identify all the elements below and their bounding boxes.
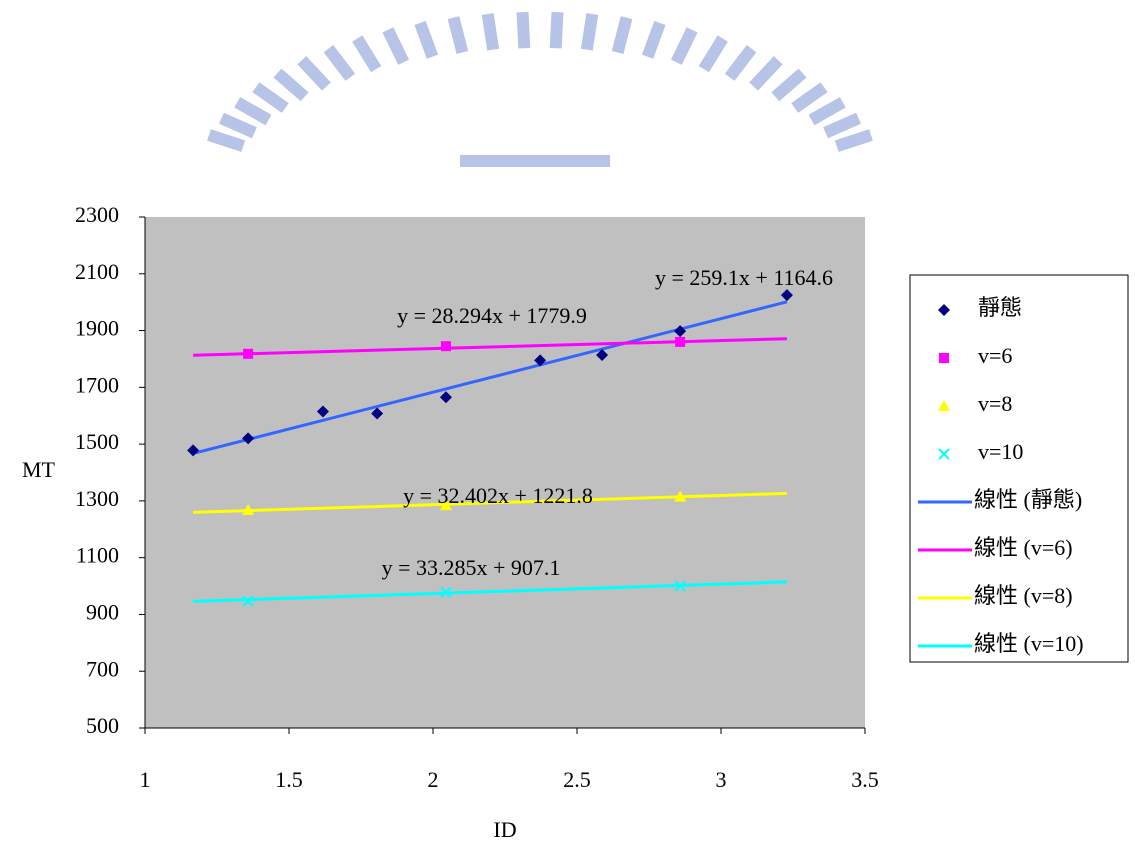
trendline-equation: y = 28.294x + 1779.9	[397, 303, 587, 328]
legend-label: 線性 (v=8)	[974, 583, 1073, 608]
y-tick-label: 900	[86, 599, 119, 624]
trendline-equation: y = 259.1x + 1164.6	[655, 265, 833, 290]
watermark-tick	[297, 56, 330, 90]
legend-label: 靜態	[978, 295, 1022, 320]
watermark-bar	[460, 155, 610, 167]
y-tick-label: 1300	[75, 486, 119, 511]
y-tick-label: 2300	[75, 202, 119, 227]
watermark-tick	[581, 13, 598, 50]
watermark-tick	[725, 45, 756, 81]
chart: MT ID 500 700 900 1100 1300 1500 1700 1900 2100 2…	[0, 0, 1135, 854]
plot-area	[145, 217, 865, 728]
x-axis-label: ID	[493, 817, 516, 842]
watermark-tick	[642, 21, 666, 59]
y-tick-label: 1500	[75, 429, 119, 454]
point	[243, 349, 253, 359]
watermark-tick	[448, 16, 469, 54]
watermark-tick	[749, 56, 782, 90]
watermark-tick	[550, 12, 564, 49]
x-tick-label: 2.5	[563, 767, 591, 792]
y-tick-label: 700	[86, 656, 119, 681]
legend-label: 線性 (靜態)	[974, 487, 1082, 512]
watermark-tick	[382, 27, 409, 65]
watermark-tick	[699, 35, 728, 72]
legend-label: v=10	[978, 439, 1023, 464]
legend-label: 線性 (v=6)	[974, 535, 1073, 560]
legend-marker	[939, 353, 949, 363]
legend-label: 線性 (v=10)	[974, 631, 1084, 656]
watermark-tick	[324, 45, 355, 81]
y-tick-label: 500	[86, 713, 119, 738]
point	[675, 337, 685, 347]
watermark-tick	[517, 12, 531, 49]
watermark	[207, 12, 873, 167]
x-tick-label: 3.5	[851, 767, 879, 792]
legend-label: v=6	[978, 343, 1012, 368]
trendline-equation: y = 32.402x + 1221.8	[403, 483, 593, 508]
legend-label: v=8	[978, 391, 1012, 416]
y-tick-label: 2100	[75, 259, 119, 284]
watermark-tick	[671, 27, 698, 65]
watermark-tick	[482, 13, 499, 50]
y-tick-label: 1100	[76, 543, 119, 568]
trendline-equation: y = 33.285x + 907.1	[382, 555, 561, 580]
x-tick-label: 1	[140, 767, 151, 792]
x-tick-label: 1.5	[275, 767, 303, 792]
point	[441, 341, 451, 351]
watermark-tick	[352, 35, 381, 72]
x-tick-label: 2	[428, 767, 439, 792]
watermark-tick	[612, 16, 633, 54]
x-tick-label: 3	[716, 767, 727, 792]
y-axis-label: MT	[22, 457, 56, 482]
watermark-tick	[414, 21, 438, 59]
y-tick-label: 1700	[75, 372, 119, 397]
y-tick-label: 1900	[75, 316, 119, 341]
page: {"chart_data": {"type": "scatter", "x_la…	[0, 0, 1135, 854]
